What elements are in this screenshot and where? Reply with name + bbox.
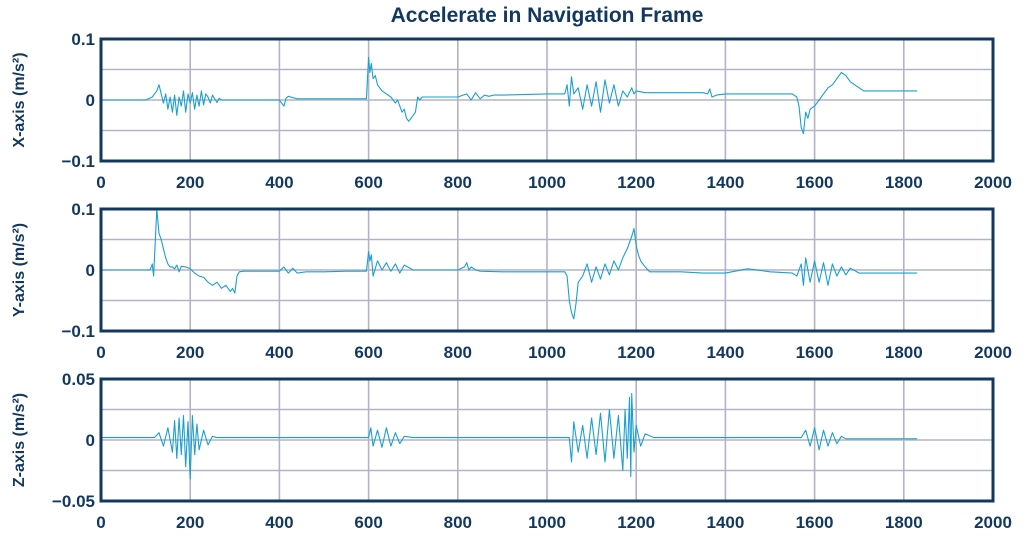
- x-tick-label: 0: [96, 173, 105, 192]
- x-tick-label: 1000: [528, 513, 566, 532]
- x-tick-label: 2000: [974, 343, 1012, 362]
- panel-1: 0 200 400 600 800 1000 1200 1400 1600 1800 2000 −0.…: [11, 30, 1012, 192]
- x-tick-label: 1800: [885, 173, 923, 192]
- y-tick-label: 0: [86, 261, 95, 280]
- x-tick-label: 1400: [706, 513, 744, 532]
- y-tick-label: 0.1: [71, 200, 95, 219]
- x-tick-label: 1800: [885, 513, 923, 532]
- x-tick-label: 0: [96, 343, 105, 362]
- series-line-1: [101, 208, 918, 320]
- x-tick-label: 600: [354, 173, 382, 192]
- x-tick-label: 200: [176, 173, 204, 192]
- chart-title: Accelerate in Navigation Frame: [391, 4, 704, 27]
- x-tick-label: 1200: [617, 343, 655, 362]
- series-line-1: [101, 393, 918, 480]
- x-tick-label: 400: [265, 513, 293, 532]
- x-tick-label: 400: [265, 343, 293, 362]
- x-tick-label: 800: [444, 173, 472, 192]
- y-tick-label: 0: [86, 431, 95, 450]
- y-tick-label: −0.05: [52, 492, 95, 511]
- x-tick-label: 1400: [706, 173, 744, 192]
- x-tick-label: 2000: [974, 173, 1012, 192]
- x-tick-label: 1800: [885, 343, 923, 362]
- x-tick-label: 1000: [528, 343, 566, 362]
- y-axis-label: Z-axis (m/s²): [11, 393, 28, 487]
- y-tick-label: −0.1: [61, 322, 95, 341]
- plot-frame: [99, 37, 995, 163]
- y-tick-label: 0: [86, 91, 95, 110]
- x-tick-label: 0: [96, 513, 105, 532]
- panel-3: 0 200 400 600 800 1000 1200 1400 1600 1800 2000 −0.…: [11, 370, 1012, 532]
- x-tick-label: 1000: [528, 173, 566, 192]
- y-axis-label: X-axis (m/s²): [11, 52, 28, 147]
- plot-frame: [99, 377, 995, 503]
- x-tick-label: 2000: [974, 513, 1012, 532]
- y-tick-label: −0.1: [61, 152, 95, 171]
- x-tick-label: 600: [354, 513, 382, 532]
- x-tick-label: 200: [176, 513, 204, 532]
- x-tick-label: 800: [444, 343, 472, 362]
- panel-2: 0 200 400 600 800 1000 1200 1400 1600 1800 2000 −0.…: [11, 200, 1012, 362]
- x-tick-label: 800: [444, 513, 472, 532]
- x-tick-label: 1600: [796, 173, 834, 192]
- x-tick-label: 1200: [617, 173, 655, 192]
- y-tick-label: 0.05: [62, 370, 95, 389]
- x-tick-label: 200: [176, 343, 204, 362]
- plot-frame: [99, 207, 995, 333]
- x-tick-label: 1400: [706, 343, 744, 362]
- y-axis-label: Y-axis (m/s²): [11, 223, 28, 317]
- x-tick-label: 1600: [796, 343, 834, 362]
- y-tick-label: 0.1: [71, 30, 95, 49]
- x-tick-label: 400: [265, 173, 293, 192]
- x-tick-label: 1200: [617, 513, 655, 532]
- x-tick-label: 600: [354, 343, 382, 362]
- x-tick-label: 1600: [796, 513, 834, 532]
- series-line-1: [101, 56, 918, 135]
